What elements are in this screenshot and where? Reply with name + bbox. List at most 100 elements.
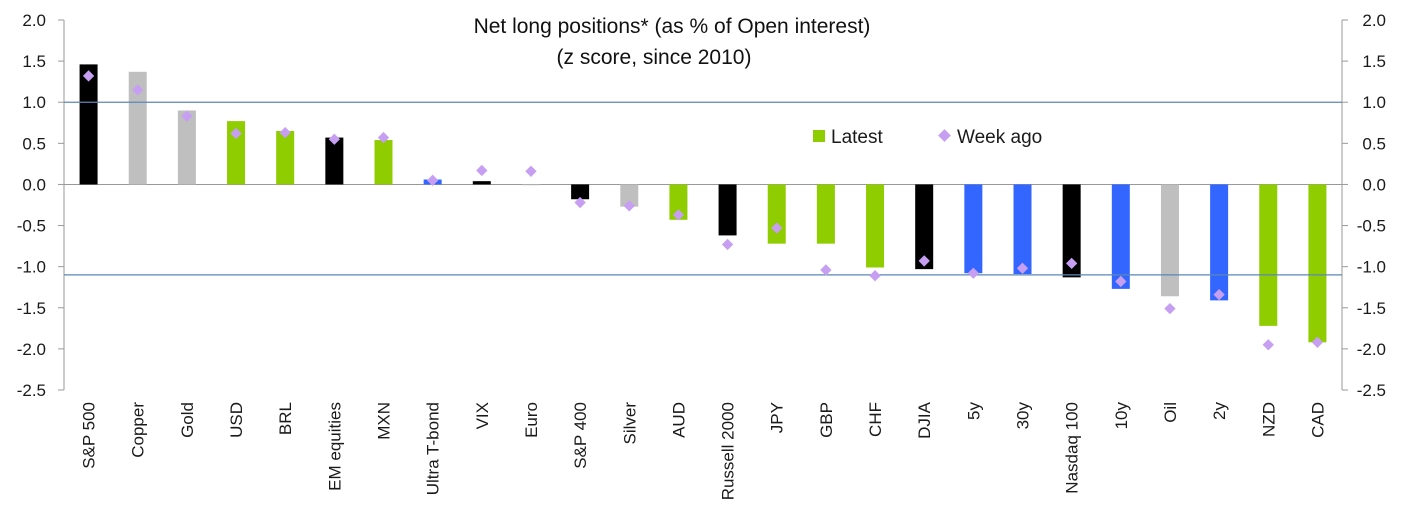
category-label: Silver — [620, 402, 639, 445]
category-label: Copper — [129, 402, 148, 458]
category-label: 10y — [1112, 402, 1131, 430]
bar — [866, 184, 885, 268]
week-ago-marker — [574, 196, 586, 209]
category-label: S&P 400 — [571, 402, 590, 469]
category-label: USD — [227, 402, 246, 438]
bar — [1210, 184, 1229, 301]
bar — [1062, 184, 1081, 278]
bar — [1259, 184, 1278, 326]
left-tick-label: -0.5 — [17, 217, 46, 236]
category-label: 30y — [1014, 402, 1033, 430]
category-label: GBP — [817, 402, 836, 438]
category-label: Euro — [522, 402, 541, 438]
category-label: Russell 2000 — [719, 402, 738, 500]
week-ago-marker — [1115, 275, 1127, 288]
week-ago-marker — [525, 165, 537, 177]
legend-label-week-ago: Week ago — [957, 127, 1042, 148]
week-ago-marker — [279, 126, 291, 139]
bar — [1308, 184, 1327, 343]
bar — [1160, 184, 1179, 297]
bar — [79, 64, 98, 185]
bar — [718, 184, 737, 236]
category-label: BRL — [276, 402, 295, 435]
category-label: Nasdaq 100 — [1063, 402, 1082, 494]
left-tick-label: 1.5 — [22, 52, 46, 71]
category-label: Oil — [1161, 402, 1180, 423]
bars-layer — [79, 64, 1327, 343]
week-ago-marker — [721, 238, 734, 251]
left-tick-label: 0.0 — [22, 175, 46, 194]
right-tick-label: 2.0 — [1362, 11, 1386, 30]
left-tick-label: -2.0 — [17, 340, 46, 359]
bar — [915, 184, 934, 270]
chart-title: Net long positions* (as % of Open intere… — [474, 15, 871, 38]
right-tick-label: -2.5 — [1357, 381, 1386, 400]
category-label: Gold — [178, 402, 197, 438]
left-tick-label: -1.5 — [17, 299, 46, 318]
category-label: 5y — [964, 402, 983, 420]
left-tick-label: -2.5 — [17, 381, 46, 400]
category-label: DJIA — [915, 401, 934, 439]
category-label: JPY — [768, 402, 787, 433]
week-ago-marker — [918, 255, 930, 267]
week-ago-marker — [1065, 257, 1078, 270]
legend-swatch-latest — [813, 130, 825, 142]
labels-layer: S&P 500 Copper Gold USD BRL EM equities MXN Ult… — [80, 401, 1328, 500]
category-label: VIX — [473, 402, 492, 429]
bar — [128, 71, 147, 185]
bar — [472, 181, 491, 185]
category-label: S&P 500 — [80, 402, 99, 469]
axes-layer: 2.0 2.0 1.5 1.5 1.0 1.0 0.5 0.5 0.0 0.0 -0.5 -0.5 -1… — [17, 11, 1386, 400]
category-label: CAD — [1308, 402, 1327, 438]
legend-marker-week-ago — [938, 129, 951, 142]
week-ago-marker — [820, 264, 832, 276]
legend-label-latest: Latest — [831, 127, 883, 148]
right-tick-label: 1.0 — [1362, 93, 1386, 112]
week-ago-marker — [771, 222, 783, 234]
right-tick-label: 0.0 — [1362, 175, 1386, 194]
bar — [325, 137, 344, 185]
category-label: MXN — [375, 402, 394, 440]
right-tick-label: -0.5 — [1357, 217, 1386, 236]
bar — [571, 184, 590, 200]
week-ago-marker — [1262, 339, 1274, 351]
left-tick-label: 2.0 — [22, 11, 46, 30]
week-ago-marker — [230, 127, 242, 140]
category-label: 2y — [1210, 402, 1229, 420]
category-label: AUD — [669, 402, 688, 438]
right-tick-label: -1.0 — [1357, 258, 1386, 277]
bar — [816, 184, 835, 244]
reference-lines-layer — [64, 101, 1342, 276]
week-ago-marker — [1311, 336, 1324, 348]
category-label: CHF — [866, 402, 885, 437]
week-ago-marker — [476, 164, 488, 177]
bar — [620, 184, 639, 207]
week-ago-marker — [967, 267, 980, 279]
bar — [669, 184, 688, 220]
left-tick-label: 1.0 — [22, 93, 46, 112]
bar — [964, 184, 983, 274]
bar — [767, 184, 786, 244]
right-tick-label: -1.5 — [1357, 299, 1386, 318]
week-ago-marker — [623, 200, 635, 212]
right-tick-label: -2.0 — [1357, 340, 1386, 359]
category-label: EM equities — [325, 402, 344, 491]
week-ago-marker — [377, 131, 390, 144]
bar — [521, 184, 540, 186]
week-ago-marker — [1164, 302, 1176, 315]
week-ago-marker — [1016, 262, 1029, 274]
chart-subtitle: (z score, since 2010) — [557, 46, 752, 69]
week-ago-marker — [869, 270, 881, 282]
week-ago-marker — [426, 174, 439, 186]
bar — [1013, 184, 1032, 275]
week-ago-marker — [328, 133, 341, 145]
bar — [177, 110, 196, 185]
category-label: NZD — [1259, 402, 1278, 437]
bar — [374, 140, 393, 185]
legend: Latest Week ago — [813, 127, 1042, 148]
week-ago-marker — [1213, 288, 1225, 301]
week-ago-marker — [672, 209, 685, 221]
right-tick-label: 0.5 — [1362, 134, 1386, 153]
